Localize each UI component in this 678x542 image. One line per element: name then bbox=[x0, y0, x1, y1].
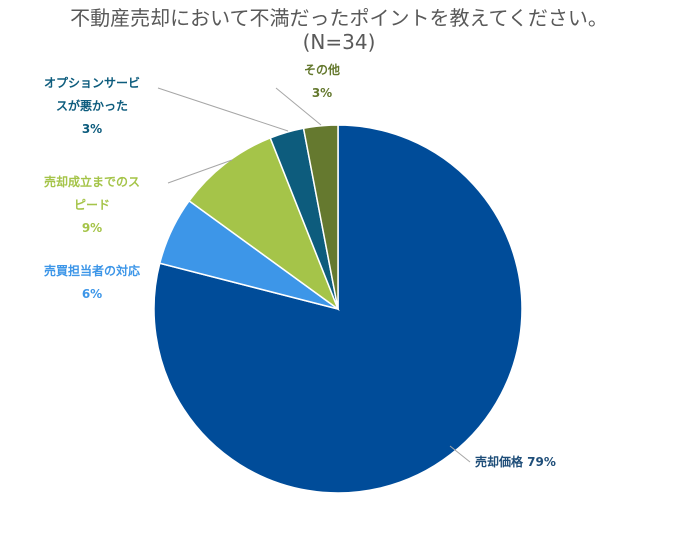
chart-title-line-1: 不動産売却において不満だったポイントを教えてください。 bbox=[70, 6, 608, 30]
slice-label-5-line-1: その他 bbox=[304, 62, 340, 77]
slice-label-2-line-1: 売買担当者の対応 bbox=[44, 263, 140, 278]
slice-label-5: その他 3% bbox=[304, 62, 340, 100]
chart-title-line-2: (N=34) bbox=[302, 30, 376, 54]
slice-label-2: 売買担当者の対応 6% bbox=[44, 263, 140, 301]
pie-slice-5 bbox=[302, 124, 339, 310]
slice-label-4-line-3: 3% bbox=[82, 122, 102, 136]
slice-label-1: 売却価格 79% bbox=[475, 454, 556, 469]
slice-label-1-line-1: 売却価格 79% bbox=[475, 454, 556, 469]
leader-line-5 bbox=[275, 87, 322, 126]
slice-label-2-line-2: 6% bbox=[82, 287, 102, 301]
slice-label-5-line-2: 3% bbox=[312, 86, 332, 100]
leader-line-4 bbox=[157, 87, 289, 132]
slice-label-4-line-2: スが悪かった bbox=[56, 98, 128, 113]
pie-slice-1 bbox=[153, 124, 523, 494]
slice-label-4-line-1: オプションサービ bbox=[44, 75, 140, 90]
leader-line-3 bbox=[167, 159, 233, 184]
leader-line-1 bbox=[449, 445, 471, 463]
slice-label-3-line-3: 9% bbox=[82, 221, 102, 235]
slice-label-3-line-1: 売却成立までのス bbox=[44, 174, 140, 189]
chart-title: 不動産売却において不満だったポイントを教えてください。 (N=34) bbox=[0, 6, 678, 54]
pie-slice-3 bbox=[188, 136, 340, 312]
slice-label-3-line-2: ピード bbox=[74, 198, 110, 212]
